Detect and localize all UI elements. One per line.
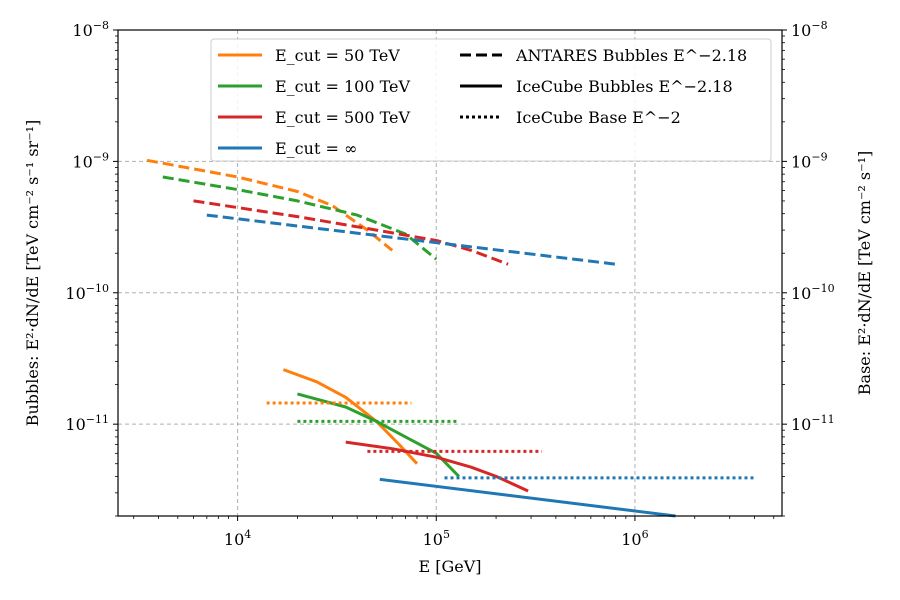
legend-label: IceCube Base E^−2 [516, 108, 681, 127]
x-axis-label: E [GeV] [418, 557, 481, 576]
y-right-tick-label: 10−10 [791, 282, 835, 303]
x-tick-label: 106 [621, 528, 648, 549]
legend-entries: E_cut = 50 TeV E_cut = 100 TeV E_cut = 500… [218, 46, 747, 158]
series-line-solid [379, 477, 676, 518]
y-right-tick-label: 10−9 [791, 150, 828, 171]
legend-label: IceCube Bubbles E^−2.18 [516, 77, 733, 96]
y-right-tick-label: 10−11 [791, 413, 835, 434]
y-left-tick-label: 10−8 [72, 19, 109, 40]
legend-box [210, 38, 772, 162]
plot-area-frame [117, 29, 783, 517]
x-tick-label: 104 [224, 528, 251, 549]
legend-label: E_cut = ∞ [275, 139, 357, 158]
series-line-dashed [162, 175, 438, 261]
series-line-solid [282, 368, 419, 465]
y-axis-left-label: Bubbles: E²·dN/dE [TeV cm⁻² s⁻¹ sr⁻¹] [23, 120, 42, 427]
y-axis-right-label: Base: E²·dN/dE [TeV cm⁻² s⁻¹] [855, 151, 874, 395]
x-axis-title: E [GeV] [418, 557, 481, 576]
legend: E_cut = 50 TeV E_cut = 100 TeV E_cut = 500… [210, 38, 772, 162]
x-tick-label: 105 [423, 528, 450, 549]
series-layer [146, 158, 755, 518]
series-line-dashed [206, 213, 616, 266]
legend-label: E_cut = 100 TeV [275, 77, 410, 96]
y-axis-title-left: Bubbles: E²·dN/dE [TeV cm⁻² s⁻¹ sr⁻¹] [23, 120, 42, 427]
series-line-dashed [193, 199, 509, 266]
legend-label: E_cut = 500 TeV [275, 108, 410, 127]
legend-label: E_cut = 50 TeV [275, 46, 400, 65]
y-axis-title-right: Base: E²·dN/dE [TeV cm⁻² s⁻¹] [855, 151, 874, 395]
y-left-tick-label: 10−11 [65, 413, 109, 434]
ticks: 104 105 106 10−11 10−11 10−10 10−10 10−9 10−9 10−… [65, 19, 834, 549]
legend-label: ANTARES Bubbles E^−2.18 [515, 46, 747, 65]
y-left-tick-label: 10−10 [65, 282, 109, 303]
y-left-tick-label: 10−9 [72, 150, 109, 171]
y-right-tick-label: 10−8 [791, 19, 828, 40]
